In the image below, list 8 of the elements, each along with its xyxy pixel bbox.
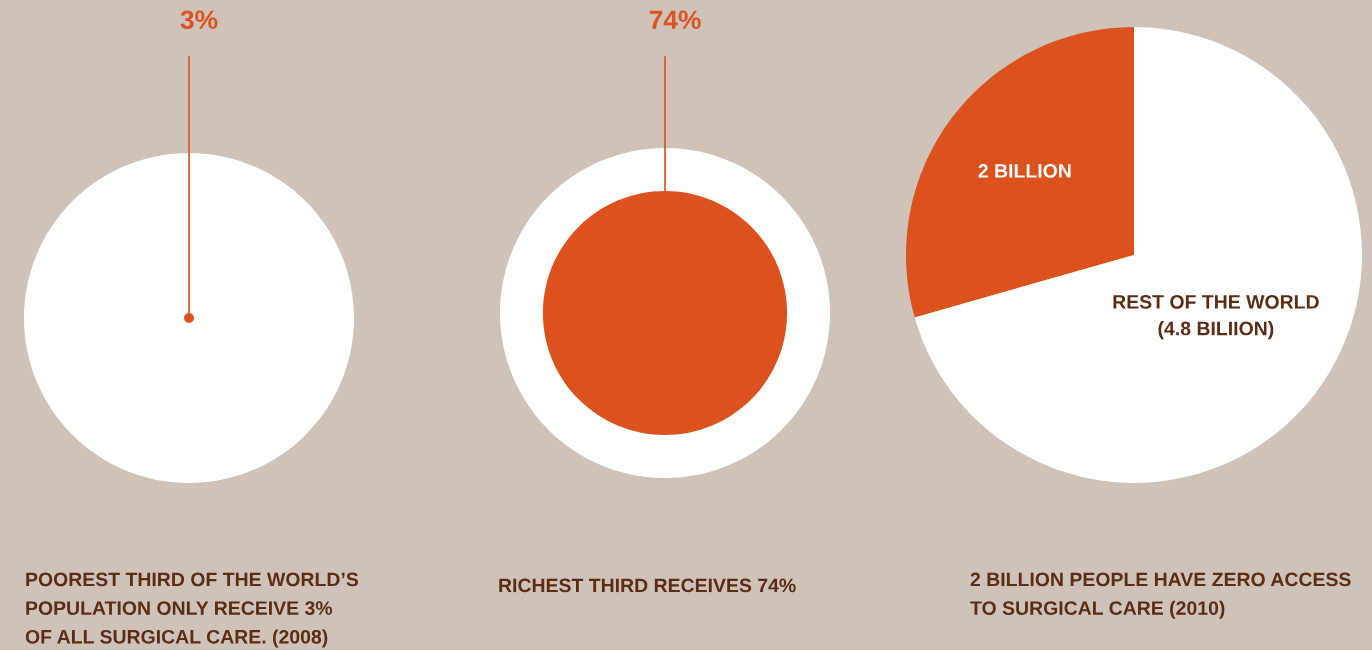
text: RICHEST THIRD RECEIVES 74% — [499, 578, 796, 593]
data-label: 74% — [649, 10, 701, 30]
text: POOREST THIRD OF THE WORLD’S POPULATION ONLY RECEIVE 3% OF ALL SURGICAL CARE. (2008) — [25, 572, 359, 648]
slice-label: REST OF THE WORLD (4.8 BILIION) — [1113, 294, 1319, 340]
data-label: 3% — [180, 10, 218, 30]
slice-label: 2 BILLION — [978, 164, 1071, 178]
text: 2 BILLION PEOPLE HAVE ZERO ACCESS TO SURGICAL CARE (2010) — [970, 572, 1351, 619]
pie-slice — [914, 27, 1362, 483]
